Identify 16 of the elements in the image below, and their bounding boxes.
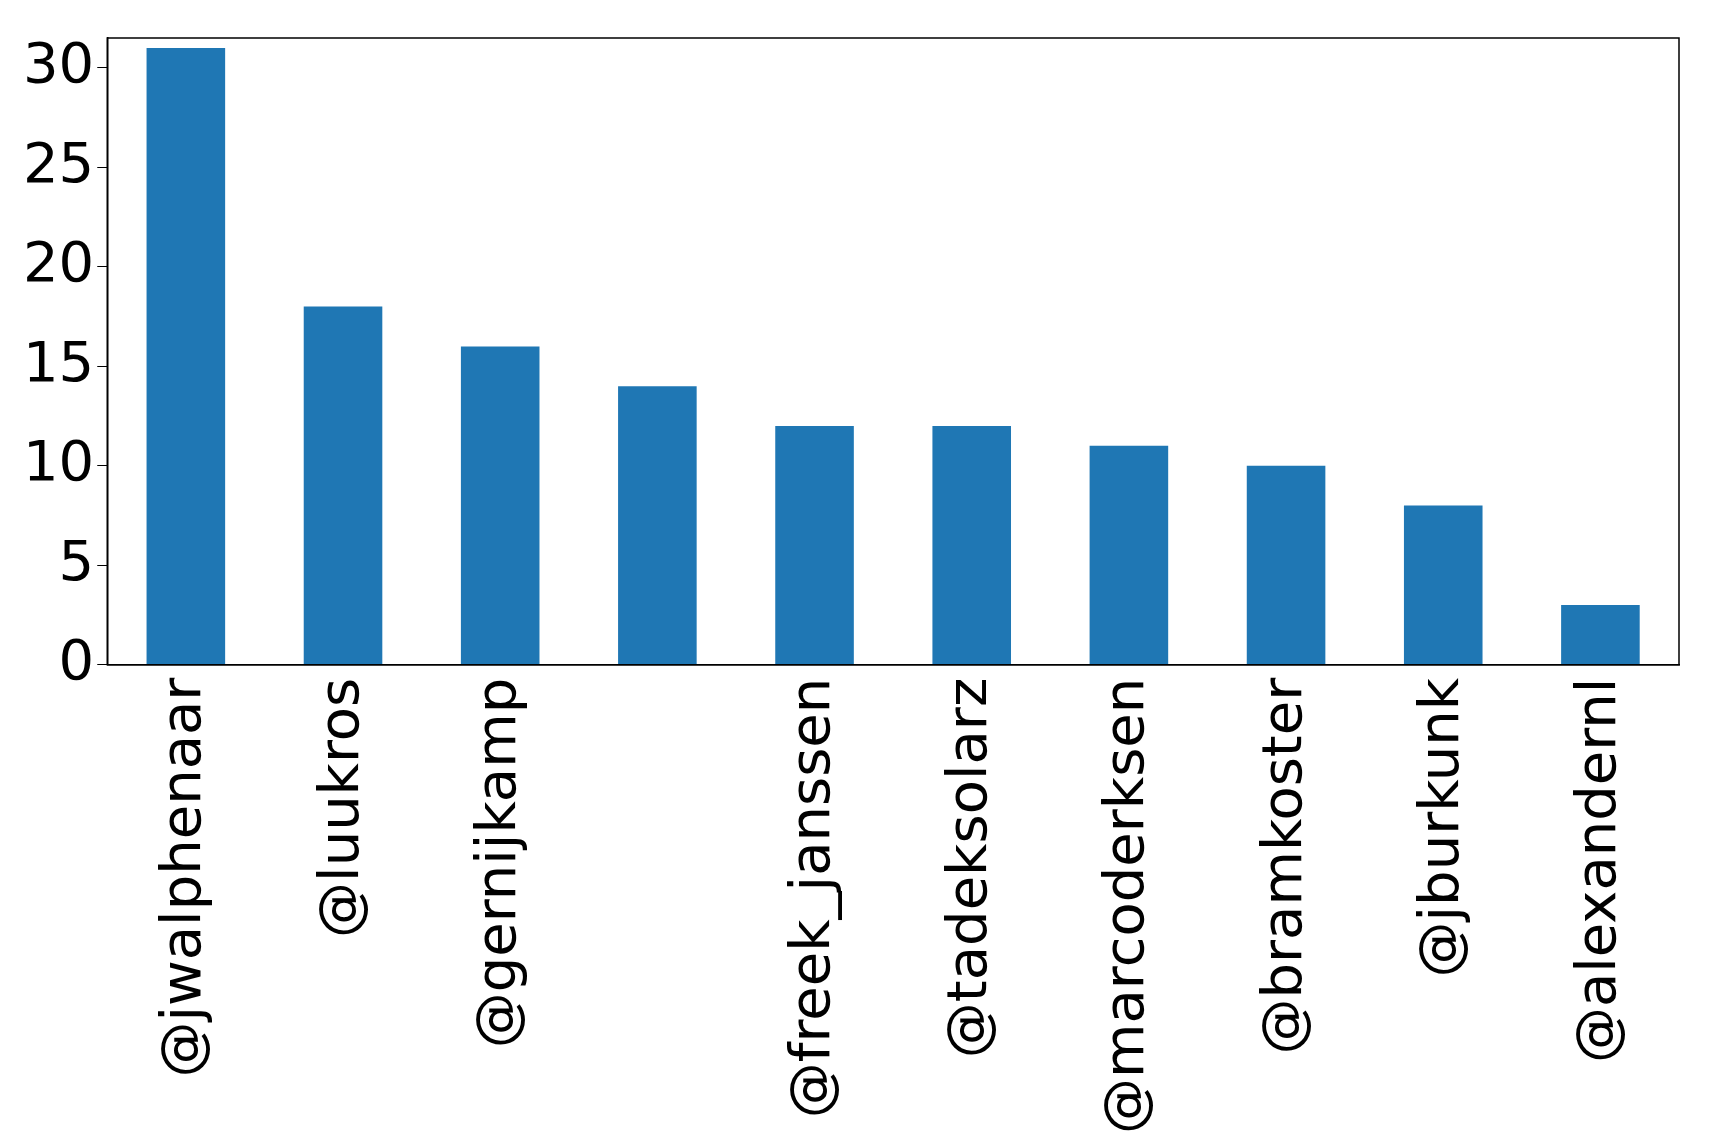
- y-tick-label: 0: [58, 627, 95, 693]
- x-tick-label: @alexandernl: [1562, 677, 1628, 1064]
- x-tick-label: @gernijkamp: [462, 677, 528, 1049]
- x-tick-label: @bramkoster: [1248, 676, 1314, 1055]
- x-tick-label: @tadeksolarz: [934, 677, 1000, 1059]
- y-tick-label: 20: [22, 229, 95, 295]
- x-tick-label: @luukros: [305, 677, 371, 938]
- y-tick-label: 15: [22, 328, 95, 394]
- y-tick-label: 10: [22, 428, 95, 494]
- x-tick-label: @jburkunk: [1405, 677, 1471, 978]
- y-tick-label: 5: [58, 527, 95, 593]
- y-tick-label: 25: [22, 129, 95, 195]
- x-tick-label: @freek_janssen: [777, 677, 843, 1119]
- y-tick-label: 30: [22, 30, 95, 96]
- x-tick-label: @marcoderksen: [1091, 677, 1157, 1135]
- x-tick-label: @jwalphenaar: [148, 676, 214, 1078]
